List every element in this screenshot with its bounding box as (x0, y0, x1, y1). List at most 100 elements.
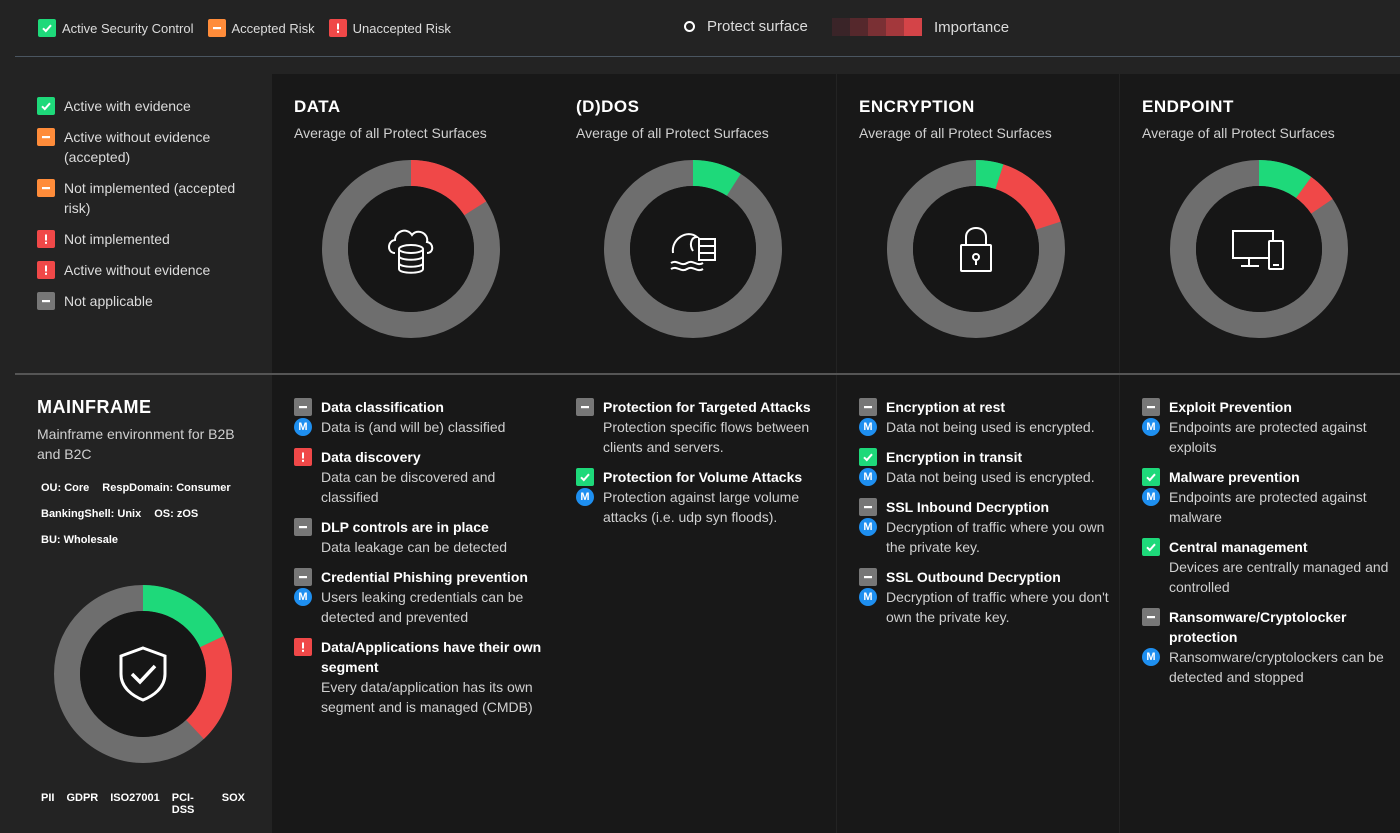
control-description: Endpoints are protected against malware (1169, 489, 1367, 525)
attribute-tag: RespDomain: Consumer (102, 482, 231, 494)
attribute-tag: BU: Wholesale (41, 534, 119, 546)
control-description: Data is (and will be) classified (321, 419, 506, 435)
control-list: Exploit Prevention M Endpoints are protect… (1142, 397, 1392, 697)
m-badge-icon: M (859, 468, 877, 486)
donut-chart (604, 160, 782, 338)
status-key: Active Security Control Accepted Risk Unac… (38, 19, 465, 37)
category-donut (604, 160, 782, 343)
attribute-tag: BankingShell: Unix (41, 508, 142, 520)
status-legend-item: Not applicable (37, 291, 257, 311)
mainframe-title: MAINFRAME (37, 397, 152, 417)
donut-red-segment (54, 585, 232, 763)
tag-row: OU: Core RespDomain: Consumer (37, 482, 257, 494)
compliance-tags: PII GDPR ISO27001 PCI-DSS SOX (41, 792, 257, 816)
donut-chart (54, 585, 232, 763)
category-donut (1170, 160, 1348, 343)
minus-icon (1142, 398, 1160, 416)
attribute-tag: OS: zOS (154, 508, 199, 520)
m-badge-icon: M (859, 588, 877, 606)
control-item: Central management Devices are centrally … (1142, 537, 1392, 597)
control-description: Decryption of traffic where you own the … (886, 519, 1105, 555)
check-icon (1142, 468, 1160, 486)
donut-red-segment (322, 160, 500, 338)
padlock-icon (960, 227, 992, 272)
compliance-tag: PII (41, 792, 55, 804)
status-legend-label: Active without evidence (accepted) (64, 129, 211, 165)
control-description: Data can be discovered and classified (321, 469, 496, 505)
m-badge-icon: M (1142, 648, 1160, 666)
category-subtitle: Average of all Protect Surfaces (294, 125, 487, 141)
control-description: Decryption of traffic where you don't ow… (886, 589, 1109, 625)
minus-icon (859, 498, 877, 516)
devices-icon (1232, 230, 1284, 270)
control-title: Encryption at rest (886, 399, 1006, 415)
control-title: Data/Applications have their own segment (321, 639, 542, 675)
category-title: ENCRYPTION (859, 97, 975, 116)
donut-chart (322, 160, 500, 338)
minus-icon (37, 292, 55, 310)
status-legend-label: Active without evidence (64, 262, 211, 278)
minus-icon (294, 398, 312, 416)
control-item: Malware prevention M Endpoints are protect… (1142, 467, 1392, 527)
category-donut (322, 160, 500, 343)
status-legend-label: Active with evidence (64, 98, 191, 114)
legend-item-label: Unaccepted Risk (352, 20, 451, 36)
donut-green-segment (54, 585, 232, 763)
check-icon (1142, 538, 1160, 556)
control-title: Malware prevention (1169, 469, 1300, 485)
control-title: Protection for Volume Attacks (603, 469, 803, 485)
m-badge-icon: M (859, 418, 877, 436)
exclamation-icon (37, 230, 55, 248)
section-divider (15, 373, 1400, 375)
control-item: Exploit Prevention M Endpoints are protect… (1142, 397, 1392, 457)
donut-chart (887, 160, 1065, 338)
control-description: Data leakage can be detected (321, 539, 508, 555)
control-description: Users leaking credentials can be detecte… (321, 589, 524, 625)
status-legend-label: Not applicable (64, 293, 153, 309)
top-legend-bar: Active Security Control Accepted Risk Unac… (0, 0, 1400, 57)
m-badge-icon: M (1142, 488, 1160, 506)
protect-surface-key: Protect surface (684, 18, 808, 35)
compliance-tag: PCI-DSS (171, 792, 195, 816)
mainframe-tags: OU: Core RespDomain: Consumer BankingShell… (37, 482, 257, 546)
legend-item-label: Accepted Risk (231, 20, 315, 36)
top-divider (15, 56, 1400, 57)
control-title: DLP controls are in place (321, 519, 489, 535)
category-column: DATA Average of all Protect Surfaces Data … (272, 74, 554, 833)
control-title: Data classification (321, 399, 444, 415)
importance-gradient (832, 18, 922, 36)
category-title: DATA (294, 97, 341, 116)
control-description: Protection specific flows between client… (603, 419, 810, 455)
cloud-database-icon (388, 229, 434, 274)
check-icon (576, 468, 594, 486)
importance-swatch (868, 18, 886, 36)
importance-key: Importance (832, 18, 1009, 36)
control-list: Encryption at rest M Data not being used i… (859, 397, 1109, 637)
control-item: Encryption in transit M Data not being use… (859, 447, 1109, 487)
circle-outline-icon (684, 21, 695, 32)
minus-icon (859, 398, 877, 416)
attribute-tag: OU: Core (41, 482, 90, 494)
status-legend-label: Not implemented (accepted risk) (64, 180, 236, 216)
status-legend-item: Not implemented (accepted risk) (37, 178, 257, 218)
category-column: (D)DOS Average of all Protect Surfaces Pro… (554, 74, 836, 833)
control-item: Data classification M Data is (and will be… (294, 397, 544, 437)
control-list: Data classification M Data is (and will be… (294, 397, 544, 727)
control-item: DLP controls are in place Data leakage ca… (294, 517, 544, 557)
control-item: Data discovery Data can be discovered and… (294, 447, 544, 507)
control-list: Protection for Targeted Attacks Protectio… (576, 397, 826, 537)
status-legend-label: Not implemented (64, 231, 170, 247)
control-title: Encryption in transit (886, 449, 1023, 465)
control-title: SSL Outbound Decryption (886, 569, 1061, 585)
control-description: Protection against large volume attacks … (603, 489, 800, 525)
exclamation-icon (294, 448, 312, 466)
check-icon (38, 19, 56, 37)
control-item: Protection for Targeted Attacks Protectio… (576, 397, 826, 457)
exclamation-icon (37, 261, 55, 279)
category-column: ENDPOINT Average of all Protect Surfaces E… (1120, 74, 1400, 833)
minus-icon (37, 179, 55, 197)
donut-green-segment (887, 160, 1065, 338)
m-badge-icon: M (294, 588, 312, 606)
compliance-tag: GDPR (66, 792, 99, 804)
donut-green-segment (1170, 160, 1348, 338)
